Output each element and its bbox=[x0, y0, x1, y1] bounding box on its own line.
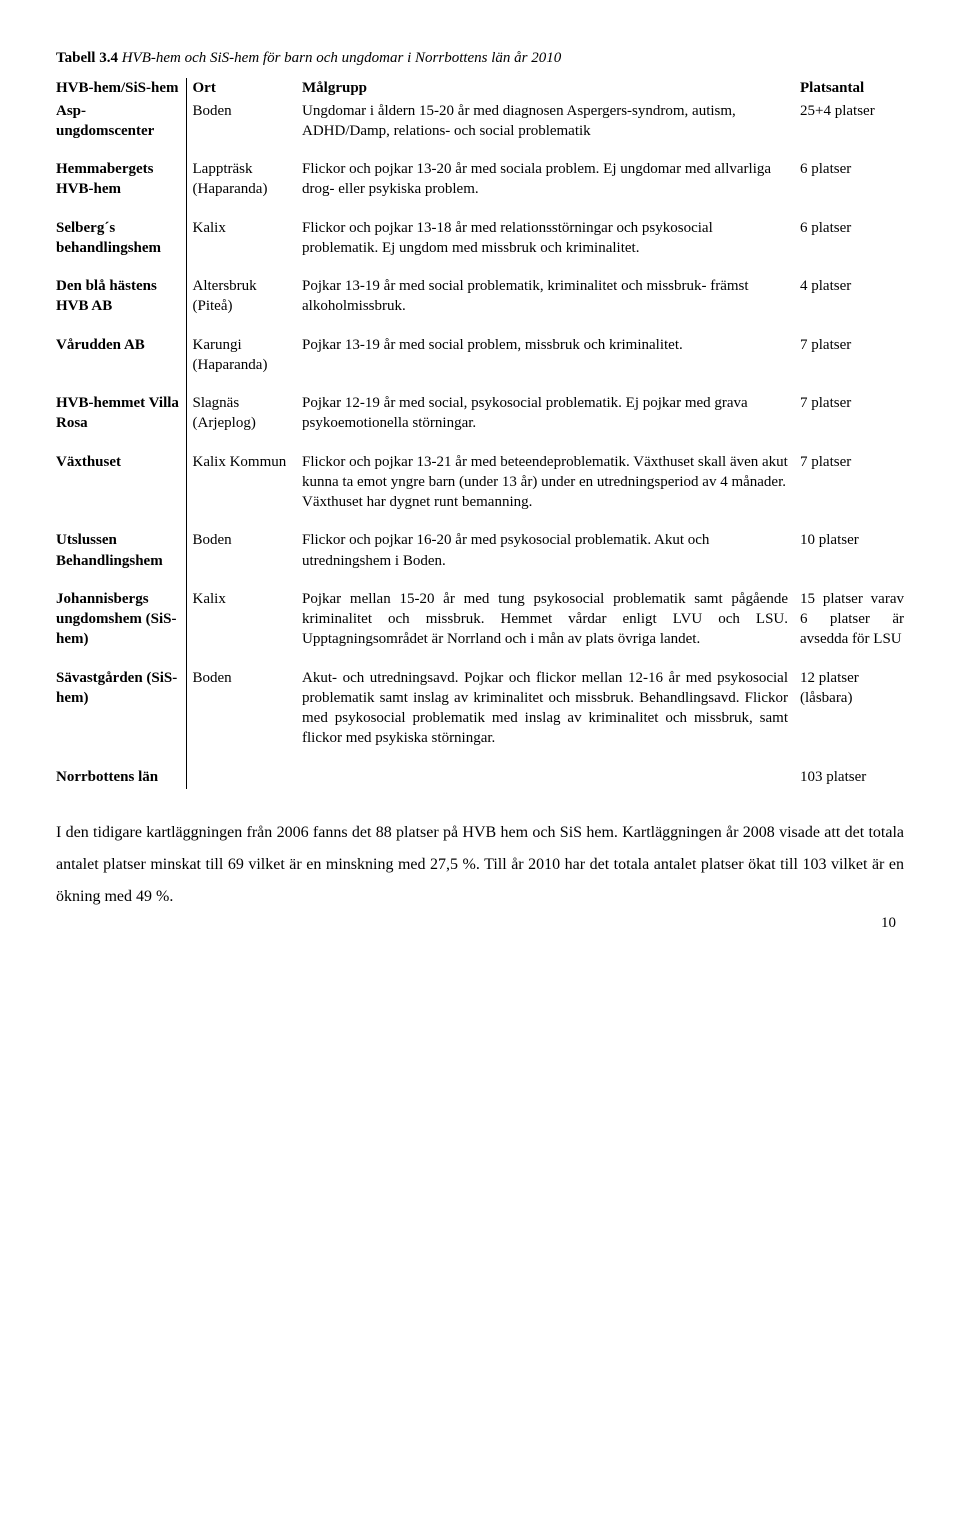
cell-malgrupp bbox=[296, 767, 794, 789]
cell-name: Selberg´s behandlingshem bbox=[56, 218, 186, 261]
cell-malgrupp: Flickor och pojkar 13-20 år med sociala … bbox=[296, 159, 794, 202]
col-header-name: HVB-hem/SiS-hem bbox=[56, 78, 186, 100]
table-caption-prefix: Tabell 3.4 bbox=[56, 50, 118, 66]
col-header-ort: Ort bbox=[186, 78, 296, 100]
cell-platsantal: 4 platser bbox=[794, 276, 904, 319]
row-spacer bbox=[56, 260, 904, 276]
row-spacer bbox=[56, 436, 904, 452]
table-row: Hemmabergets HVB-hemLappträsk (Haparanda… bbox=[56, 159, 904, 202]
row-spacer bbox=[56, 652, 904, 668]
cell-platsantal: 6 platser bbox=[794, 218, 904, 261]
cell-platsantal: 6 platser bbox=[794, 159, 904, 202]
table-body: Asp-ungdomscenterBodenUngdomar i åldern … bbox=[56, 101, 904, 789]
cell-platsantal: 15 platser varav 6 platser är avsedda fö… bbox=[794, 589, 904, 652]
table-row: Utslussen BehandlingshemBodenFlickor och… bbox=[56, 530, 904, 573]
page-number: 10 bbox=[881, 913, 896, 933]
table-row: VäxthusetKalix KommunFlickor och pojkar … bbox=[56, 452, 904, 515]
cell-malgrupp: Flickor och pojkar 16-20 år med psykosoc… bbox=[296, 530, 794, 573]
cell-platsantal: 103 platser bbox=[794, 767, 904, 789]
table-row: HVB-hemmet Villa RosaSlagnäs (Arjeplog)P… bbox=[56, 393, 904, 436]
table-row: Selberg´s behandlingshemKalixFlickor och… bbox=[56, 218, 904, 261]
table-header-row: HVB-hem/SiS-hem Ort Målgrupp Platsantal bbox=[56, 78, 904, 100]
row-spacer bbox=[56, 377, 904, 393]
cell-name: Vårudden AB bbox=[56, 335, 186, 378]
cell-platsantal: 7 platser bbox=[794, 335, 904, 378]
cell-name: Sävastgården (SiS-hem) bbox=[56, 668, 186, 751]
cell-malgrupp: Pojkar mellan 15-20 år med tung psykosoc… bbox=[296, 589, 794, 652]
cell-name: HVB-hemmet Villa Rosa bbox=[56, 393, 186, 436]
cell-ort: Boden bbox=[186, 668, 296, 751]
cell-malgrupp: Pojkar 13-19 år med social problem, miss… bbox=[296, 335, 794, 378]
cell-ort: Slagnäs (Arjeplog) bbox=[186, 393, 296, 436]
cell-ort: Kalix Kommun bbox=[186, 452, 296, 515]
cell-name: Växthuset bbox=[56, 452, 186, 515]
row-spacer bbox=[56, 573, 904, 589]
cell-platsantal: 12 platser (låsbara) bbox=[794, 668, 904, 751]
cell-ort: Karungi (Haparanda) bbox=[186, 335, 296, 378]
cell-platsantal: 7 platser bbox=[794, 452, 904, 515]
cell-malgrupp: Flickor och pojkar 13-18 år med relation… bbox=[296, 218, 794, 261]
row-spacer bbox=[56, 514, 904, 530]
cell-platsantal: 7 platser bbox=[794, 393, 904, 436]
cell-ort: Boden bbox=[186, 530, 296, 573]
cell-ort: Kalix bbox=[186, 589, 296, 652]
cell-malgrupp: Pojkar 12-19 år med social, psykosocial … bbox=[296, 393, 794, 436]
cell-ort: Kalix bbox=[186, 218, 296, 261]
col-header-platsantal: Platsantal bbox=[794, 78, 904, 100]
cell-platsantal: 10 platser bbox=[794, 530, 904, 573]
table-row: Asp-ungdomscenterBodenUngdomar i åldern … bbox=[56, 101, 904, 144]
table-row: Norrbottens län 103 platser bbox=[56, 767, 904, 789]
table-caption: Tabell 3.4 HVB-hem och SiS-hem för barn … bbox=[56, 48, 904, 68]
data-table: HVB-hem/SiS-hem Ort Målgrupp Platsantal … bbox=[56, 78, 904, 789]
cell-name: Hemmabergets HVB-hem bbox=[56, 159, 186, 202]
table-row: Johannisbergs ungdomshem (SiS-hem)KalixP… bbox=[56, 589, 904, 652]
cell-malgrupp: Ungdomar i åldern 15-20 år med diagnosen… bbox=[296, 101, 794, 144]
table-row: Den blå hästens HVB ABAltersbruk (Piteå)… bbox=[56, 276, 904, 319]
cell-ort: Boden bbox=[186, 101, 296, 144]
cell-platsantal: 25+4 platser bbox=[794, 101, 904, 144]
cell-malgrupp: Flickor och pojkar 13-21 år med beteende… bbox=[296, 452, 794, 515]
cell-ort bbox=[186, 767, 296, 789]
row-spacer bbox=[56, 319, 904, 335]
table-row: Sävastgården (SiS-hem)BodenAkut- och utr… bbox=[56, 668, 904, 751]
cell-malgrupp: Pojkar 13-19 år med social problematik, … bbox=[296, 276, 794, 319]
cell-malgrupp: Akut- och utredningsavd. Pojkar och flic… bbox=[296, 668, 794, 751]
row-spacer bbox=[56, 202, 904, 218]
cell-name: Norrbottens län bbox=[56, 767, 186, 789]
table-row: Vårudden ABKarungi (Haparanda)Pojkar 13-… bbox=[56, 335, 904, 378]
cell-name: Den blå hästens HVB AB bbox=[56, 276, 186, 319]
table-caption-text: HVB-hem och SiS-hem för barn och ungdoma… bbox=[118, 50, 561, 66]
col-header-malgrupp: Målgrupp bbox=[296, 78, 794, 100]
cell-name: Asp-ungdomscenter bbox=[56, 101, 186, 144]
cell-ort: Lappträsk (Haparanda) bbox=[186, 159, 296, 202]
row-spacer bbox=[56, 751, 904, 767]
cell-name: Utslussen Behandlingshem bbox=[56, 530, 186, 573]
row-spacer bbox=[56, 143, 904, 159]
cell-name: Johannisbergs ungdomshem (SiS-hem) bbox=[56, 589, 186, 652]
cell-ort: Altersbruk (Piteå) bbox=[186, 276, 296, 319]
footer-paragraph: I den tidigare kartläggningen från 2006 … bbox=[56, 817, 904, 913]
